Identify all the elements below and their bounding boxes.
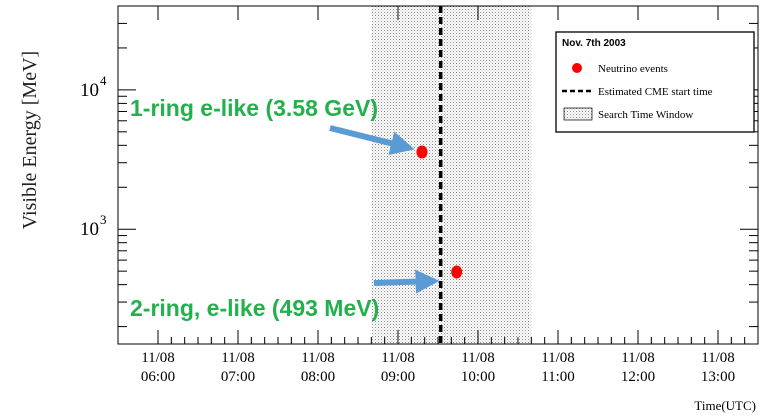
plot-frame bbox=[117, 5, 759, 345]
y-tick-base: 10 bbox=[80, 219, 99, 240]
x-tick-label-time: 09:00 bbox=[381, 369, 415, 385]
legend-label-cme: Estimated CME start time bbox=[598, 86, 713, 98]
x-tick-label-date: 11/08 bbox=[621, 350, 655, 366]
legend-label-neutrino: Neutrino events bbox=[598, 63, 668, 75]
x-tick-label-time: 06:00 bbox=[141, 369, 175, 385]
legend: Nov. 7th 2003 Neutrino events Estimated … bbox=[555, 31, 755, 133]
data-point bbox=[451, 265, 463, 279]
legend-marker-neutrino bbox=[572, 63, 582, 73]
x-tick-label-date: 11/08 bbox=[221, 350, 255, 366]
legend-title: Nov. 7th 2003 bbox=[562, 38, 626, 49]
annotation-arrow-1 bbox=[329, 125, 415, 156]
legend-marker-window bbox=[563, 107, 593, 121]
data-point bbox=[416, 145, 428, 159]
y-tick-label: 10 3 bbox=[80, 212, 107, 240]
y-axis-label: Visible Energy [MeV] bbox=[19, 51, 41, 229]
x-tick-label-time: 13:00 bbox=[701, 369, 735, 385]
y-tick-label: 10 4 bbox=[80, 73, 107, 101]
x-tick-label-date: 11/08 bbox=[301, 350, 335, 366]
x-tick-label-date: 11/08 bbox=[541, 350, 575, 366]
x-tick-label-date: 11/08 bbox=[461, 350, 495, 366]
x-tick-label-time: 10:00 bbox=[461, 369, 495, 385]
x-axis-label: Time(UTC) bbox=[694, 398, 756, 413]
x-tick-label-date: 11/08 bbox=[141, 350, 175, 366]
x-tick-label-time: 08:00 bbox=[301, 369, 335, 385]
x-tick-label-date: 11/08 bbox=[381, 350, 415, 366]
annotation-1ring: 1-ring e-like (3.58 GeV) bbox=[130, 95, 378, 121]
annotation-2ring: 2-ring, e-like (493 MeV) bbox=[130, 295, 379, 321]
x-tick-label-time: 07:00 bbox=[221, 369, 255, 385]
annotation-arrow-2 bbox=[373, 269, 440, 294]
x-tick-label-time: 12:00 bbox=[621, 369, 655, 385]
y-tick-exp: 4 bbox=[100, 73, 107, 88]
x-tick-label-date: 11/08 bbox=[701, 350, 735, 366]
legend-label-window: Search Time Window bbox=[598, 109, 693, 121]
y-tick-exp: 3 bbox=[100, 212, 107, 227]
search-window bbox=[371, 6, 532, 344]
y-tick-base: 10 bbox=[80, 80, 99, 101]
x-tick-label-time: 11:00 bbox=[541, 369, 575, 385]
